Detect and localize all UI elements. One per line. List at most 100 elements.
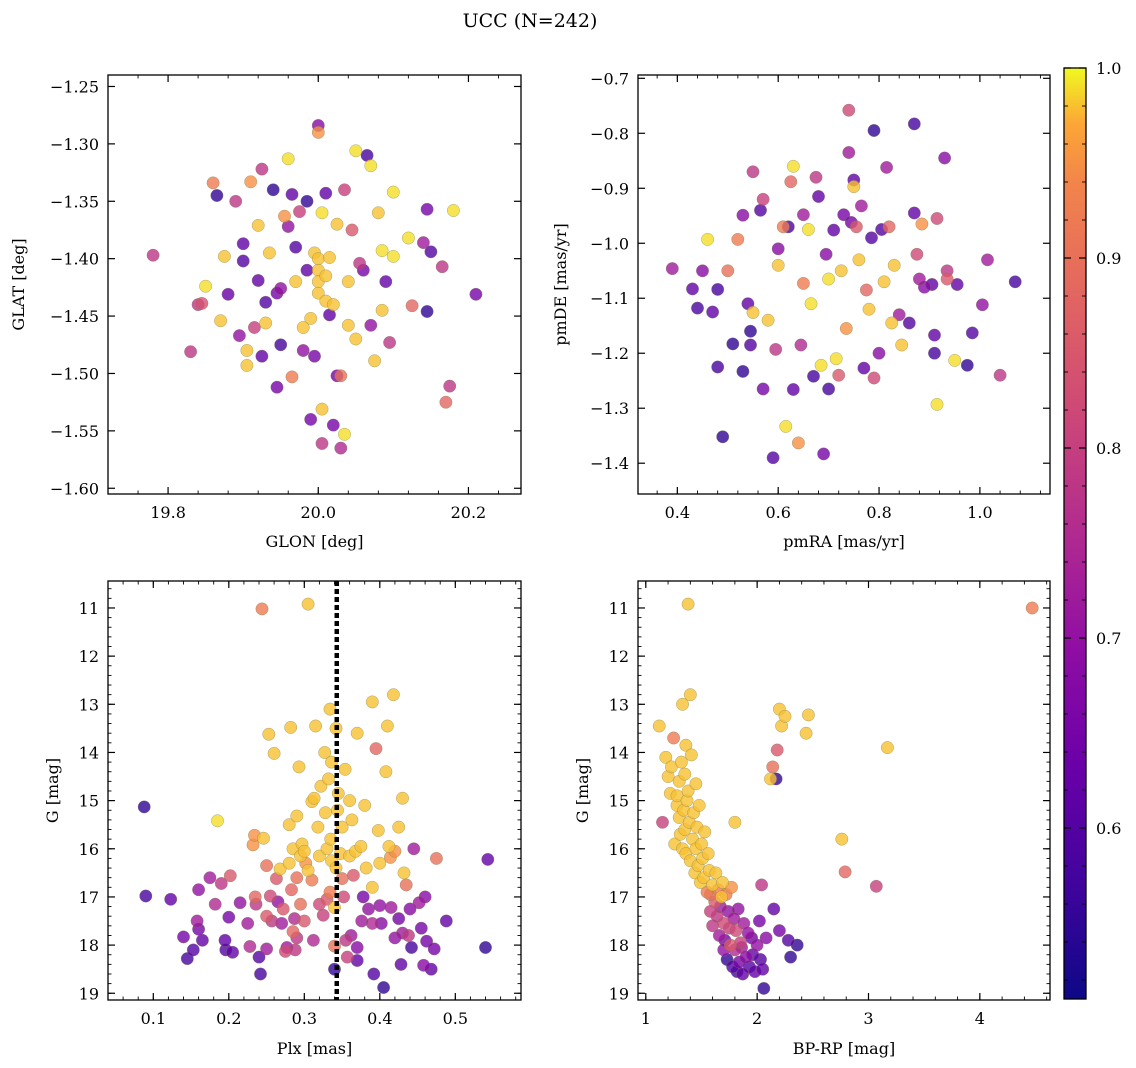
- data-point: [827, 223, 841, 237]
- x-axis-label: GLON [deg]: [265, 532, 363, 551]
- colorbar-tick-label: 0.7: [1096, 629, 1121, 648]
- data-points: [146, 119, 483, 455]
- data-point: [365, 916, 379, 930]
- colorbar-tick-label: 0.8: [1096, 439, 1121, 458]
- data-point: [297, 844, 311, 858]
- data-point: [770, 743, 784, 757]
- data-point: [435, 260, 449, 274]
- data-point: [284, 720, 298, 734]
- data-point: [859, 283, 873, 297]
- data-point: [801, 223, 815, 236]
- data-point: [311, 125, 325, 139]
- data-point: [244, 175, 258, 189]
- data-point: [343, 794, 357, 808]
- data-point: [439, 395, 453, 409]
- data-points: [652, 597, 1039, 995]
- data-point: [416, 236, 430, 250]
- x-tick-label: 20.2: [451, 503, 487, 522]
- data-point: [338, 183, 351, 197]
- data-point: [164, 892, 178, 906]
- data-point: [296, 344, 310, 357]
- data-point: [928, 328, 941, 342]
- data-point: [659, 750, 673, 764]
- y-tick-label: 17: [79, 888, 99, 907]
- data-point: [383, 336, 397, 349]
- plot-frame: [107, 74, 522, 495]
- data-point: [665, 262, 679, 276]
- data-point: [359, 861, 373, 875]
- data-point: [364, 318, 378, 332]
- data-point: [731, 232, 745, 246]
- data-point: [251, 218, 265, 232]
- data-point: [794, 338, 808, 352]
- data-point: [137, 800, 151, 814]
- data-point: [439, 914, 453, 928]
- data-point: [405, 299, 419, 313]
- data-point: [278, 944, 292, 958]
- data-point: [940, 272, 954, 286]
- data-point: [379, 275, 393, 289]
- data-point: [771, 258, 785, 272]
- data-point: [849, 220, 863, 234]
- data-point: [764, 772, 777, 786]
- data-point: [676, 697, 689, 711]
- data-point: [755, 878, 769, 892]
- data-point: [479, 941, 492, 954]
- y-tick-label: 12: [79, 647, 99, 666]
- y-tick-label: −1.0: [590, 234, 629, 253]
- data-point: [362, 902, 375, 916]
- plot-frame: [107, 580, 522, 1001]
- data-point: [334, 441, 348, 455]
- data-point: [315, 437, 329, 450]
- x-tick-label: 3: [863, 1009, 873, 1028]
- data-point: [263, 889, 277, 903]
- data-point: [656, 815, 669, 829]
- data-point: [842, 103, 856, 117]
- data-point: [319, 186, 333, 200]
- data-point: [289, 240, 303, 254]
- x-tick-label: 4: [975, 1009, 985, 1028]
- panel-glon-glat: 19.8 20.0 20.2 −1.25 −1.30 −1.35 −1.40 −1.45 −1.…: [9, 74, 522, 551]
- data-point: [307, 791, 321, 805]
- data-point: [684, 748, 698, 762]
- data-point: [446, 204, 460, 217]
- data-point: [290, 871, 304, 885]
- data-point: [667, 731, 681, 745]
- data-point: [318, 746, 332, 759]
- data-point: [281, 152, 295, 166]
- data-point: [779, 419, 793, 433]
- data-point: [229, 194, 243, 208]
- y-tick-label: 19: [609, 984, 629, 1003]
- data-point: [262, 727, 276, 741]
- data-point: [274, 282, 288, 295]
- data-point: [315, 402, 329, 416]
- y-tick-label: −1.45: [50, 307, 99, 326]
- data-point: [300, 263, 314, 277]
- y-axis-label: GLAT [deg]: [9, 238, 28, 330]
- data-point: [355, 914, 369, 928]
- data-point: [341, 318, 355, 332]
- x-axis-label: pmRA [mas/yr]: [783, 532, 905, 551]
- data-point: [652, 719, 666, 733]
- data-point: [801, 708, 815, 722]
- data-point: [822, 272, 836, 286]
- x-axis-label: Plx [mas]: [277, 1039, 352, 1058]
- data-point: [401, 231, 415, 245]
- data-point: [289, 275, 303, 289]
- y-tick-label: 13: [79, 695, 99, 714]
- data-point: [323, 885, 337, 899]
- x-axis-label: BP-RP [mag]: [793, 1039, 895, 1058]
- data-point: [375, 244, 389, 258]
- data-point: [771, 242, 785, 256]
- data-point: [910, 247, 924, 261]
- data-point: [255, 162, 269, 176]
- data-point: [715, 890, 728, 904]
- data-point: [373, 899, 387, 913]
- data-point: [211, 814, 224, 828]
- data-point: [842, 146, 856, 159]
- data-point: [319, 269, 333, 283]
- data-point: [301, 597, 315, 611]
- data-point: [386, 688, 400, 702]
- y-tick-label: −1.1: [590, 289, 629, 308]
- data-point: [736, 364, 750, 378]
